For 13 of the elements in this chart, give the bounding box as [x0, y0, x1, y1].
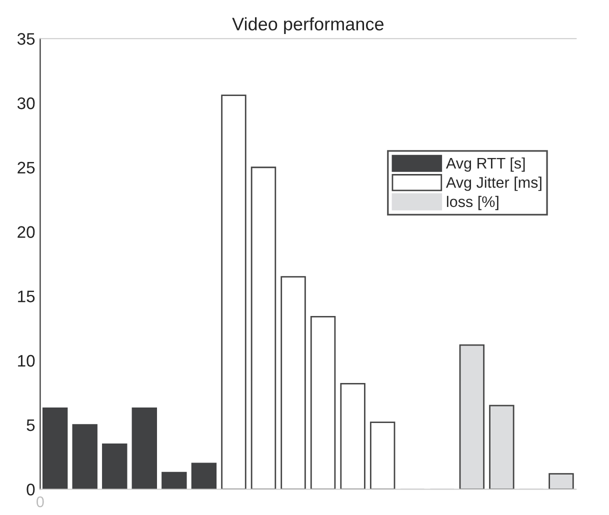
legend-label: Avg Jitter [ms]	[446, 176, 542, 191]
y-tick-label: 35	[17, 33, 35, 45]
y-tick-label: 20	[18, 226, 35, 238]
chart-title: Video performance	[232, 17, 384, 34]
legend-label: loss [%]	[446, 196, 498, 210]
y-tick-label: 0	[26, 484, 35, 496]
y-tick-label: 25	[18, 162, 35, 174]
y-tick-label: 30	[17, 97, 35, 110]
y-tick-label: 10	[18, 354, 35, 367]
y-tick-label: 15	[18, 290, 35, 302]
y-tick-label: 5	[26, 419, 35, 432]
text: 0	[36, 496, 44, 508]
legend-label: Avg RTT [s]	[446, 157, 525, 172]
